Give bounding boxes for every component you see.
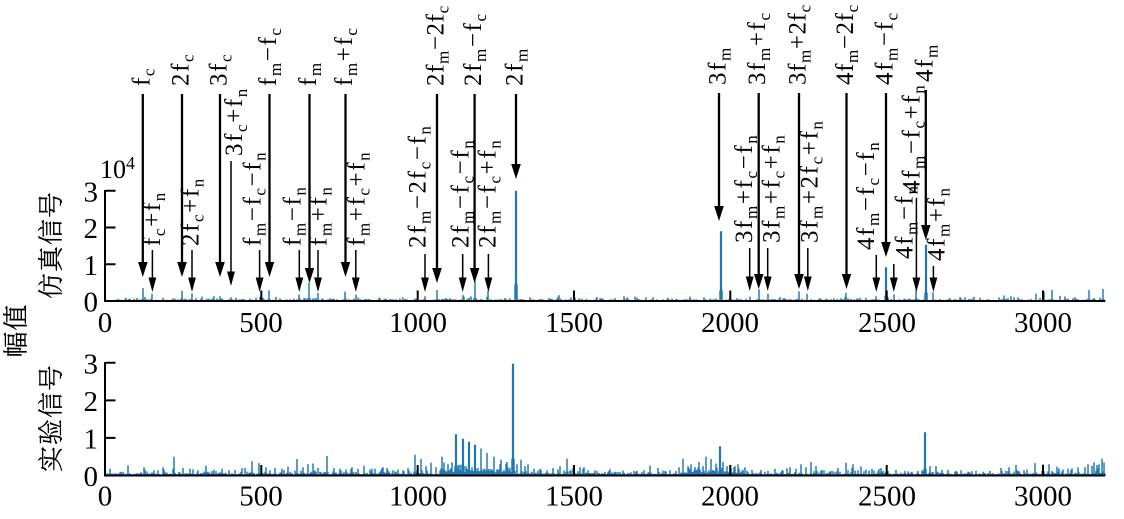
svg-text:3fm+2fc+fn: 3fm+2fc+fn	[797, 120, 827, 243]
svg-text:fm: fm	[295, 61, 325, 86]
svg-text:2000: 2000	[701, 307, 759, 339]
svg-text:1500: 1500	[545, 307, 603, 339]
svg-text:0: 0	[84, 287, 99, 319]
svg-text:3fc+fn: 3fc+fn	[221, 87, 251, 156]
svg-text:0: 0	[98, 481, 113, 513]
svg-text:3fm+fc−fn: 3fm+fc−fn	[731, 134, 761, 243]
svg-text:2fm−fc−fn: 2fm−fc−fn	[448, 139, 478, 248]
svg-text:2: 2	[84, 386, 99, 418]
svg-text:1000: 1000	[389, 307, 447, 339]
svg-text:2fc: 2fc	[168, 53, 198, 86]
svg-text:500: 500	[239, 307, 283, 339]
svg-text:fc: fc	[128, 67, 158, 86]
svg-text:0: 0	[98, 307, 113, 339]
svg-text:4fm−fc−fn: 4fm−fc−fn	[853, 141, 883, 250]
svg-text:4fm−fn: 4fm−fn	[892, 184, 922, 259]
svg-text:fm+fc+fn: fm+fc+fn	[344, 151, 374, 246]
svg-text:fm−fc: fm−fc	[255, 26, 285, 86]
svg-text:3000: 3000	[1014, 307, 1072, 339]
svg-text:2500: 2500	[858, 307, 916, 339]
svg-text:3fc: 3fc	[206, 53, 236, 86]
svg-text:500: 500	[239, 481, 283, 513]
svg-text:fm−fc−fn: fm−fc−fn	[240, 151, 270, 246]
svg-text:2fm−fc: 2fm−fc	[460, 12, 490, 86]
svg-text:fm+fc: fm+fc	[331, 26, 361, 86]
svg-text:2fm: 2fm	[502, 47, 532, 86]
svg-text:2fm−2fc: 2fm−2fc	[423, 5, 453, 86]
svg-text:fc+fn: fc+fn	[139, 191, 169, 246]
svg-text:3000: 3000	[1014, 481, 1072, 513]
svg-text:1: 1	[84, 250, 99, 282]
svg-text:2fc+fn: 2fc+fn	[178, 177, 208, 246]
svg-text:2fm−fc+fn: 2fm−fc+fn	[475, 139, 505, 248]
svg-text:3: 3	[84, 348, 99, 380]
svg-text:3fm+fc: 3fm+fc	[744, 11, 774, 85]
svg-text:2500: 2500	[858, 481, 916, 513]
svg-text:1000: 1000	[389, 481, 447, 513]
svg-text:2000: 2000	[701, 481, 759, 513]
svg-text:1500: 1500	[545, 481, 603, 513]
svg-text:4fm−fc: 4fm−fc	[872, 11, 902, 85]
svg-text:fm+fn: fm+fn	[306, 186, 336, 247]
svg-text:4fm−2fc: 4fm−2fc	[832, 4, 862, 85]
svg-text:3fm+2fc: 3fm+2fc	[785, 4, 815, 85]
svg-text:3fm+fc+fn: 3fm+fc+fn	[759, 134, 789, 243]
svg-text:0: 0	[84, 461, 99, 493]
svg-text:fm−fn: fm−fn	[280, 186, 310, 247]
svg-text:4fm−fc+fn: 4fm−fc+fn	[899, 84, 929, 193]
svg-text:2: 2	[84, 213, 99, 245]
svg-text:4fm+fn: 4fm+fn	[924, 186, 954, 261]
svg-text:4fm: 4fm	[911, 43, 941, 82]
svg-text:3fm: 3fm	[705, 46, 735, 85]
svg-text:2fm−2fc−fn: 2fm−2fc−fn	[405, 125, 435, 248]
svg-text:1: 1	[84, 423, 99, 455]
svg-text:3: 3	[84, 176, 99, 208]
